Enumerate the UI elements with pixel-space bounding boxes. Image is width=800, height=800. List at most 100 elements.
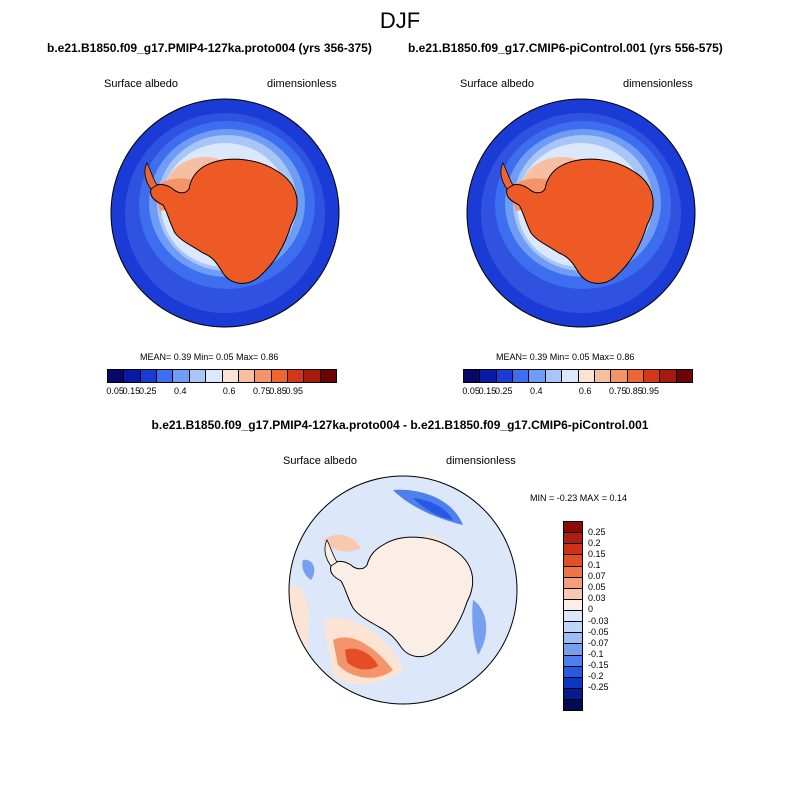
colorbar-swatch [578, 370, 595, 382]
colorbar-tick-label: 0.25 [588, 527, 606, 538]
colorbar-tick-label: 0.75 [608, 386, 627, 396]
colorbar-swatch [564, 522, 582, 534]
colorbar-tick-label: 0.95 [641, 386, 660, 396]
left-colorbar [107, 369, 337, 383]
diff-panel-title: b.e21.B1850.f09_g17.PMIP4-127ka.proto004… [151, 418, 649, 432]
colorbar-swatch [206, 370, 223, 382]
colorbar-swatch [564, 655, 582, 667]
colorbar-swatch [564, 677, 582, 689]
colorbar-tick-label: -0.07 [588, 637, 609, 648]
colorbar-swatch [545, 370, 563, 382]
colorbar-swatch [564, 700, 582, 711]
colorbar-tick-label: 0.05 [106, 386, 124, 396]
colorbar-swatch [627, 370, 644, 382]
colorbar-tick-label: 0.6 [222, 386, 236, 396]
colorbar-swatch [480, 370, 497, 382]
colorbar-tick-label: 0.25 [494, 386, 513, 396]
colorbar-swatch [140, 370, 158, 382]
colorbar-tick-label: 0.6 [578, 386, 592, 396]
left-antarctica-shape [150, 158, 298, 284]
colorbar-swatch [189, 370, 207, 382]
colorbar-swatch [564, 622, 582, 634]
colorbar-swatch [564, 544, 582, 556]
colorbar-swatch [564, 633, 582, 645]
right-albedo-map [466, 98, 696, 328]
colorbar-tick-label: -0.03 [588, 615, 609, 626]
colorbar-swatch [564, 611, 582, 623]
season-title: DJF [379, 8, 421, 33]
colorbar-swatch [564, 555, 582, 567]
colorbar-swatch [643, 370, 661, 382]
colorbar-tick-label: -0.25 [588, 681, 609, 692]
colorbar-tick-label: 0.25 [138, 386, 157, 396]
colorbar-swatch [611, 370, 628, 382]
colorbar-tick-label: 0.15 [588, 549, 606, 560]
colorbar-swatch [124, 370, 141, 382]
colorbar-swatch [564, 588, 582, 600]
diff-variable-label: Surface albedo [283, 455, 357, 467]
colorbar-swatch [464, 370, 481, 382]
colorbar-swatch [513, 370, 530, 382]
colorbar-swatch [529, 370, 546, 382]
left-variable-label: Surface albedo [104, 78, 178, 90]
colorbar-swatch [255, 370, 272, 382]
left-panel-title: b.e21.B1850.f09_g17.PMIP4-127ka.proto004… [47, 41, 372, 55]
colorbar-tick-label: -0.1 [588, 648, 604, 659]
colorbar-tick-label: 0.03 [588, 593, 606, 604]
colorbar-swatch [564, 599, 582, 611]
colorbar-swatch [660, 370, 677, 382]
colorbar-tick-label: 0.85 [269, 386, 287, 396]
diff-colorbar-ticks: 0.25 0.2 0.15 0.1 0.07 0.05 0.03 0 -0.03 -0.05 -0.… [588, 521, 628, 709]
colorbar-tick-label: 0.95 [285, 386, 304, 396]
colorbar-swatch [271, 370, 288, 382]
colorbar-tick-label: 0.05 [462, 386, 480, 396]
colorbar-swatch [496, 370, 514, 382]
left-colorbar-ticks: 0.05 0.15 0.25 0.4 0.6 0.75 0.85 0.95 [106, 386, 335, 400]
colorbar-swatch [108, 370, 125, 382]
colorbar-swatch [157, 370, 174, 382]
colorbar-tick-label: -0.05 [588, 626, 609, 637]
right-units-label: dimensionless [623, 78, 693, 90]
colorbar-tick-label: 0 [588, 604, 594, 615]
colorbar-tick-label: 0.4 [530, 386, 543, 396]
colorbar-tick-label: 0.2 [588, 538, 601, 549]
left-units-label: dimensionless [267, 78, 337, 90]
diff-stats: MIN = -0.23 MAX = 0.14 [530, 493, 628, 503]
colorbar-swatch [222, 370, 239, 382]
right-stats: MEAN= 0.39 Min= 0.05 Max= 0.86 [496, 352, 635, 362]
colorbar-tick-label: 0.85 [625, 386, 643, 396]
colorbar-swatch [564, 577, 582, 589]
right-antarctica-shape [506, 158, 654, 284]
right-colorbar [463, 369, 693, 383]
right-panel-title: b.e21.B1850.f09_g17.CMIP6-piControl.001 … [408, 41, 723, 55]
colorbar-swatch [676, 370, 693, 382]
diff-albedo-map [288, 475, 518, 705]
colorbar-swatch [564, 644, 582, 656]
colorbar-swatch [594, 370, 612, 382]
colorbar-tick-label: 0.15 [478, 386, 497, 396]
colorbar-swatch [564, 566, 582, 578]
colorbar-swatch [320, 370, 337, 382]
colorbar-swatch [173, 370, 190, 382]
colorbar-swatch [564, 688, 582, 700]
left-stats: MEAN= 0.39 Min= 0.05 Max= 0.86 [140, 352, 279, 362]
left-albedo-map [110, 98, 340, 328]
right-colorbar-ticks: 0.05 0.15 0.25 0.4 0.6 0.75 0.85 0.95 [462, 386, 691, 400]
colorbar-tick-label: -0.2 [588, 670, 604, 681]
colorbar-tick-label: 0.75 [252, 386, 271, 396]
right-variable-label: Surface albedo [460, 78, 534, 90]
diff-units-label: dimensionless [446, 455, 516, 467]
colorbar-tick-label: 0.15 [122, 386, 141, 396]
colorbar-tick-label: 0.07 [588, 571, 606, 582]
colorbar-swatch [564, 533, 582, 545]
colorbar-tick-label: 0.05 [588, 582, 606, 593]
colorbar-swatch [287, 370, 305, 382]
colorbar-tick-label: -0.15 [588, 659, 609, 670]
colorbar-swatch [304, 370, 321, 382]
colorbar-swatch [562, 370, 579, 382]
colorbar-swatch [238, 370, 256, 382]
colorbar-tick-label: 0.1 [588, 560, 601, 571]
diff-colorbar [563, 521, 583, 711]
colorbar-swatch [564, 666, 582, 678]
colorbar-tick-label: 0.4 [174, 386, 187, 396]
